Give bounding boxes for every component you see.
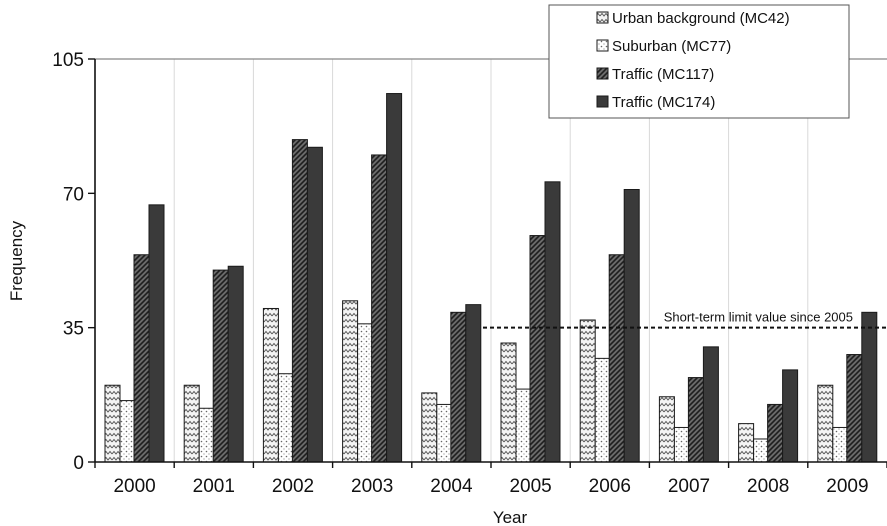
limit-annotation: Short-term limit value since 2005 [483,310,886,329]
bar-suburban-mc77-2008 [753,438,770,463]
bar-traffic-mc174-2008 [782,369,799,463]
bar-suburban-mc77-2001 [198,407,215,463]
x-tick-label: 2009 [826,476,868,497]
legend-label: Traffic (MC174) [612,94,715,111]
bar-traffic-mc174-2007 [702,346,719,463]
bar-traffic-mc117-2009 [846,354,863,463]
legend-swatch [596,39,609,52]
bar-traffic-mc117-2008 [767,403,784,463]
legend-label: Traffic (MC117) [612,66,714,83]
bar-suburban-mc77-2000 [119,400,136,463]
bar-urban-background-mc42-2009 [817,384,834,463]
y-tick-label: 105 [52,50,84,71]
bar-traffic-mc117-2004 [450,311,467,463]
bar-traffic-mc174-2006 [623,188,640,463]
bar-traffic-mc174-2001 [227,265,244,463]
bar-traffic-mc117-2002 [291,139,308,463]
legend-item-traffic-mc117: Traffic (MC117) [596,66,714,83]
bar-urban-background-mc42-2002 [262,307,279,463]
x-tick-label: 2006 [589,476,631,497]
bar-urban-background-mc42-2001 [183,384,200,463]
bar-traffic-mc174-2000 [148,204,165,463]
axes: 0 35 70 105 2000 2001 2002 2003 2004 2005 2006 2007… [52,50,887,497]
legend-swatch [596,11,609,24]
legend: Urban background (MC42) Suburban (MC77) Tr… [548,4,850,119]
bar-suburban-mc77-2005 [515,388,532,463]
bar-urban-background-mc42-2007 [658,396,675,463]
x-tick-label: 2005 [509,476,551,497]
bar-urban-background-mc42-2005 [500,342,517,463]
bar-urban-background-mc42-2004 [421,392,438,463]
limit-label: Short-term limit value since 2005 [664,310,853,325]
x-tick-label: 2001 [193,476,235,497]
bar-traffic-mc174-2005 [544,181,561,463]
bar-suburban-mc77-2009 [832,426,849,463]
legend-label: Suburban (MC77) [612,38,731,55]
x-tick-label: 2002 [272,476,314,497]
bar-suburban-mc77-2004 [436,403,453,463]
x-tick-label: 2008 [747,476,789,497]
bar-urban-background-mc42-2008 [738,423,755,463]
y-tick-label: 0 [73,453,84,474]
x-tick-label: 2004 [430,476,473,497]
y-tick-label: 35 [63,319,84,340]
bar-traffic-mc117-2007 [687,377,704,463]
bar-traffic-mc117-2006 [608,254,625,463]
bar-suburban-mc77-2007 [673,426,690,463]
legend-item-urban-background-mc42: Urban background (MC42) [596,10,790,27]
bars [104,93,878,463]
bar-urban-background-mc42-2000 [104,384,121,463]
bar-traffic-mc174-2003 [386,93,403,463]
legend-swatch [596,95,609,108]
legend-item-traffic-mc174: Traffic (MC174) [596,94,715,111]
x-tick-label: 2007 [668,476,710,497]
y-tick-label: 70 [63,184,84,205]
bar-urban-background-mc42-2003 [342,300,359,463]
bar-urban-background-mc42-2006 [579,319,596,463]
bar-suburban-mc77-2006 [594,357,611,463]
bar-traffic-mc117-2003 [371,154,388,463]
bar-traffic-mc117-2001 [212,269,229,463]
x-axis-title: Year [493,508,528,526]
bar-traffic-mc174-2002 [306,146,323,463]
legend-item-suburban-mc77: Suburban (MC77) [596,38,731,55]
x-tick-label: 2000 [113,476,155,497]
legend-swatch [596,67,609,80]
bar-suburban-mc77-2002 [277,373,294,463]
bar-traffic-mc174-2009 [861,311,878,463]
bar-traffic-mc117-2005 [529,235,546,463]
bar-traffic-mc174-2004 [465,304,482,463]
x-tick-label: 2003 [351,476,393,497]
y-axis-title: Frequency [7,220,26,301]
bar-traffic-mc117-2000 [133,254,150,463]
legend-label: Urban background (MC42) [612,10,790,27]
bar-suburban-mc77-2003 [357,323,374,463]
